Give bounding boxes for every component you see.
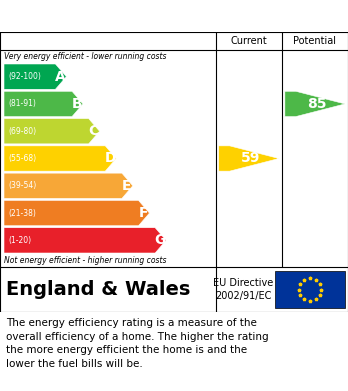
Text: (92-100): (92-100) bbox=[8, 72, 41, 81]
Text: Very energy efficient - lower running costs: Very energy efficient - lower running co… bbox=[4, 52, 166, 61]
Text: The energy efficiency rating is a measure of the
overall efficiency of a home. T: The energy efficiency rating is a measur… bbox=[6, 318, 269, 369]
Polygon shape bbox=[4, 228, 166, 253]
Text: 2002/91/EC: 2002/91/EC bbox=[215, 291, 272, 301]
Text: 85: 85 bbox=[307, 97, 327, 111]
Text: (69-80): (69-80) bbox=[8, 127, 36, 136]
Polygon shape bbox=[219, 146, 279, 171]
Polygon shape bbox=[4, 201, 149, 226]
Polygon shape bbox=[4, 91, 83, 117]
Text: C: C bbox=[88, 124, 99, 138]
Text: 59: 59 bbox=[241, 151, 261, 165]
Text: B: B bbox=[72, 97, 82, 111]
Text: F: F bbox=[139, 206, 148, 220]
Bar bbox=[275, 271, 345, 308]
Polygon shape bbox=[4, 146, 116, 171]
Text: (39-54): (39-54) bbox=[8, 181, 36, 190]
Text: (1-20): (1-20) bbox=[8, 236, 31, 245]
Text: (55-68): (55-68) bbox=[8, 154, 36, 163]
Polygon shape bbox=[4, 118, 100, 144]
Text: G: G bbox=[155, 233, 166, 248]
Text: (21-38): (21-38) bbox=[8, 208, 36, 217]
Text: A: A bbox=[55, 70, 66, 84]
Text: Not energy efficient - higher running costs: Not energy efficient - higher running co… bbox=[4, 256, 166, 265]
Text: EU Directive: EU Directive bbox=[213, 278, 274, 288]
Text: Current: Current bbox=[230, 36, 267, 46]
Text: England & Wales: England & Wales bbox=[6, 280, 190, 299]
Polygon shape bbox=[285, 91, 345, 117]
Text: D: D bbox=[104, 151, 116, 165]
Text: E: E bbox=[122, 179, 132, 193]
Text: Energy Efficiency Rating: Energy Efficiency Rating bbox=[10, 9, 232, 23]
Polygon shape bbox=[4, 64, 66, 89]
Text: Potential: Potential bbox=[293, 36, 337, 46]
Polygon shape bbox=[4, 173, 133, 198]
Text: (81-91): (81-91) bbox=[8, 99, 36, 108]
